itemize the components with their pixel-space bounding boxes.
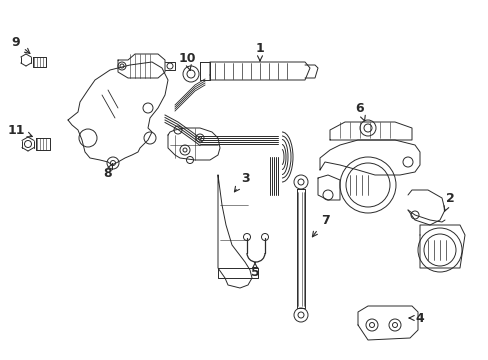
Text: 3: 3	[234, 171, 249, 192]
Text: 10: 10	[178, 51, 195, 70]
Text: 11: 11	[7, 123, 32, 137]
Text: 1: 1	[255, 41, 264, 61]
Text: 9: 9	[12, 36, 30, 53]
Text: 7: 7	[312, 213, 329, 237]
Text: 6: 6	[355, 102, 365, 121]
Text: 4: 4	[408, 311, 424, 324]
Text: 2: 2	[443, 192, 453, 211]
Text: 8: 8	[103, 163, 112, 180]
Text: 5: 5	[250, 262, 259, 279]
